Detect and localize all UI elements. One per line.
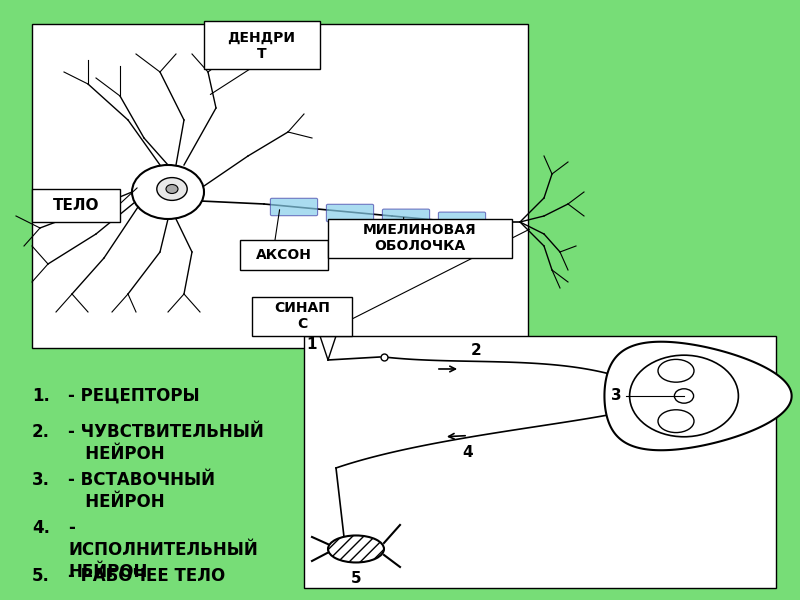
Text: 3.: 3. — [32, 471, 50, 489]
Circle shape — [674, 389, 694, 403]
Text: - ВСТАВОЧНЫЙ
   НЕЙРОН: - ВСТАВОЧНЫЙ НЕЙРОН — [68, 471, 215, 511]
Text: 2: 2 — [470, 343, 482, 358]
FancyBboxPatch shape — [438, 212, 486, 229]
Text: 4: 4 — [462, 445, 474, 460]
Circle shape — [630, 355, 738, 437]
Text: - РЕЦЕПТОРЫ: - РЕЦЕПТОРЫ — [68, 387, 200, 405]
Text: МИЕЛИНОВАЯ
ОБОЛОЧКА: МИЕЛИНОВАЯ ОБОЛОЧКА — [363, 223, 477, 253]
Text: АКСОН: АКСОН — [256, 248, 312, 262]
Ellipse shape — [157, 178, 187, 200]
Ellipse shape — [132, 165, 204, 219]
Text: 1.: 1. — [32, 387, 50, 405]
FancyBboxPatch shape — [326, 204, 374, 221]
Text: 5: 5 — [350, 571, 362, 586]
FancyBboxPatch shape — [270, 198, 318, 215]
Ellipse shape — [166, 184, 178, 193]
Polygon shape — [605, 342, 792, 450]
Text: ДЕНДРИ
Т: ДЕНДРИ Т — [228, 31, 296, 61]
FancyBboxPatch shape — [304, 336, 776, 588]
Text: 2.: 2. — [32, 423, 50, 441]
Text: 3: 3 — [610, 388, 622, 403]
Text: СИНАП
С: СИНАП С — [274, 301, 330, 331]
Ellipse shape — [658, 359, 694, 382]
Ellipse shape — [658, 410, 694, 433]
Text: - РАБОЧЕЕ ТЕЛО: - РАБОЧЕЕ ТЕЛО — [68, 567, 226, 585]
Text: 1: 1 — [306, 337, 318, 352]
Text: - ЧУВСТВИТЕЛЬНЫЙ
   НЕЙРОН: - ЧУВСТВИТЕЛЬНЫЙ НЕЙРОН — [68, 423, 264, 463]
Ellipse shape — [328, 535, 384, 562]
FancyBboxPatch shape — [32, 189, 120, 222]
Text: -
ИСПОЛНИТЕЛЬНЫЙ
НЕЙРОН: - ИСПОЛНИТЕЛЬНЫЙ НЕЙРОН — [68, 519, 258, 581]
FancyBboxPatch shape — [328, 219, 512, 258]
Text: ТЕЛО: ТЕЛО — [53, 197, 99, 212]
Text: 5.: 5. — [32, 567, 50, 585]
FancyBboxPatch shape — [240, 240, 328, 270]
FancyBboxPatch shape — [204, 21, 320, 69]
FancyBboxPatch shape — [32, 24, 528, 348]
FancyBboxPatch shape — [252, 297, 352, 336]
FancyBboxPatch shape — [382, 209, 430, 226]
Text: 4.: 4. — [32, 519, 50, 537]
